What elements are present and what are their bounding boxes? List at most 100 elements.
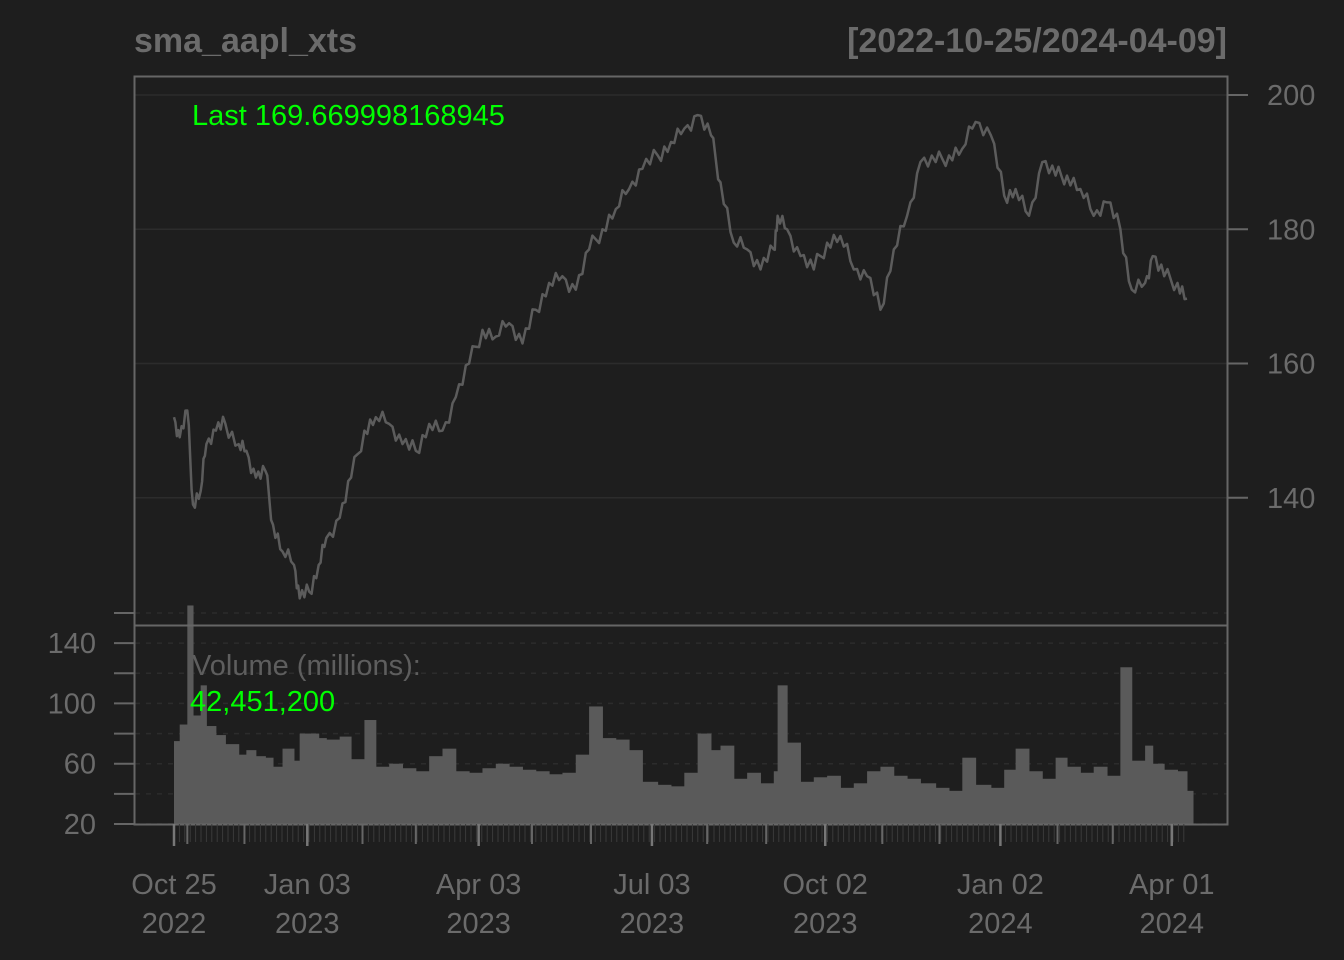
volume-bar [535,771,550,824]
volume-bar [990,787,1005,824]
volume-bar [187,605,194,824]
x-tick-label-year: 2023 [793,908,858,940]
volume-bar [299,733,310,824]
volume-bar [265,757,274,824]
volume-bar [642,781,659,824]
volume-bar [193,715,202,824]
x-tick-label-year: 2024 [968,908,1033,940]
x-tick-label-month: Oct 25 [131,869,216,901]
volume-bar [326,739,341,824]
volume-bar [747,772,761,824]
volume-bar [1067,766,1081,824]
volume-bar [1028,771,1043,824]
volume-bar [402,768,417,824]
volume-bars [174,605,1194,824]
volume-bar [255,756,266,824]
x-tick-label-year: 2023 [275,908,340,940]
x-tick-label-month: Apr 03 [436,869,521,901]
volume-bar [920,783,937,824]
volume-bar [602,738,617,824]
volume-bar [1004,769,1017,824]
volume-bar [760,783,775,824]
volume-bar [629,750,643,824]
volume-bar [225,744,240,824]
volume-bar [179,724,188,824]
volume-bar [853,783,868,824]
volume-bar [962,757,977,824]
volume-bar [238,754,247,824]
volume-bar [318,738,327,824]
volume-bar [206,726,217,824]
volume-bar [1120,667,1133,824]
price-y-axis: 140 160 180 200 [1228,80,1315,515]
volume-panel-frame [133,624,1229,826]
price-gridlines [135,94,1227,499]
volume-bar [339,736,352,824]
volume-bar [1177,771,1188,824]
price-line [172,113,1188,600]
volume-bar [246,750,257,824]
volume-bar [309,733,320,824]
volume-panel-title: Volume (millions): [192,650,421,682]
x-tick-label-year: 2022 [142,908,207,940]
volume-bar [549,774,563,824]
price-y-tick-label: 140 [1267,483,1315,515]
volume-bar [455,771,470,824]
volume-bar [1042,778,1057,824]
x-tick-label-month: Jul 03 [613,869,690,901]
x-tick-label-year: 2024 [1140,908,1205,940]
volume-bar [429,756,443,824]
volume-bar [615,739,630,824]
volume-y-tick-label: 20 [64,809,96,841]
volume-bar [200,685,207,824]
volume-bar [893,775,908,824]
volume-bar [800,781,815,824]
volume-bar [509,766,523,824]
volume-bar [174,741,181,824]
volume-bar [1055,757,1068,824]
volume-bar [777,685,788,824]
volume-y-tick-label: 140 [48,628,96,660]
volume-bar [351,759,365,824]
volume-bar [364,720,377,824]
volume-bar [575,754,590,824]
volume-bar [840,787,855,824]
volume-bar [1015,748,1030,824]
volume-y-tick-label: 100 [48,688,96,720]
volume-bar [282,748,295,824]
volume-bar [562,772,577,824]
x-tick-label-year: 2023 [446,908,511,940]
volume-bar [522,769,537,824]
price-series [172,113,1188,600]
volume-bar [657,784,672,824]
volume-bar [495,763,510,824]
volume-bar [1152,763,1165,824]
volume-bar [469,772,483,824]
price-y-tick-label: 160 [1267,349,1315,381]
volume-bar [907,778,921,824]
volume-bar [1145,745,1154,824]
x-tick-label-year: 2023 [620,908,685,940]
chart-title: sma_aapl_xts [134,22,357,60]
volume-bar [293,760,301,824]
volume-y-axis: 20 60 100 140 [48,612,134,841]
volume-bar [1187,790,1194,824]
date-range: [2022-10-25/2024-04-09] [847,22,1227,60]
volume-bar [684,772,699,824]
volume-bar [215,735,226,824]
volume-bar [697,733,712,824]
volume-bar [389,763,403,824]
volume-bar [415,771,430,824]
volume-bar [589,706,603,824]
price-y-tick-label: 200 [1267,80,1315,112]
volume-bar [1093,766,1108,824]
volume-bar [975,784,992,824]
volume-bar [1164,769,1178,824]
x-tick-label-month: Jan 02 [957,869,1044,901]
volume-bar [733,778,748,824]
volume-bar [1131,760,1146,824]
volume-bar [442,748,457,824]
x-axis: Oct 25 2022 Jan 03 2023 Apr 03 2023 Jul 03 2023… [131,824,1214,940]
volume-bar [773,771,779,824]
volume-bar [948,790,963,824]
